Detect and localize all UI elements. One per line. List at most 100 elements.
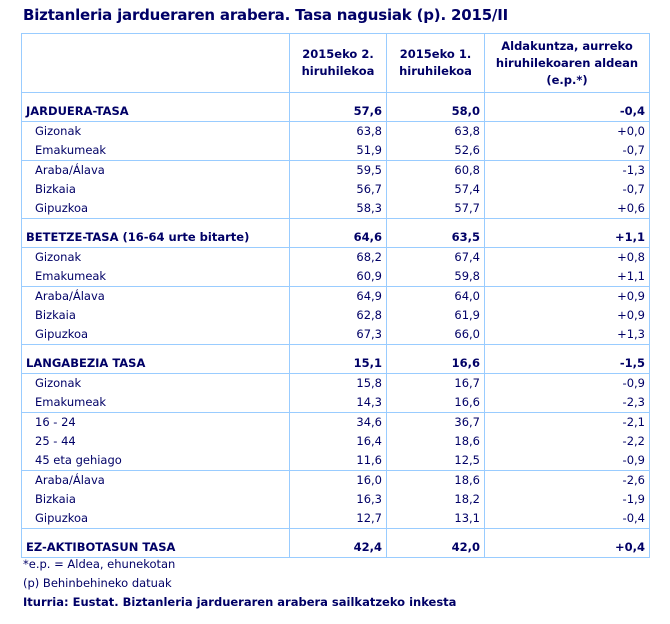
table-row: Gizonak 68,2 67,4 +0,8	[21, 247, 650, 267]
page-title: Biztanleria jardueraren arabera. Tasa na…	[23, 6, 508, 24]
row-label: 45 eta gehiago	[21, 451, 290, 471]
value-q1: 16,6	[386, 393, 485, 413]
value-q1: 60,8	[386, 160, 485, 180]
value-change: -0,4	[484, 102, 650, 122]
row-label: Emakumeak	[21, 267, 290, 287]
value-q1	[386, 92, 485, 102]
row-label: 16 - 24	[21, 412, 290, 432]
value-change: -2,1	[484, 412, 650, 432]
value-change: +1,3	[484, 325, 650, 345]
row-label: Gizonak	[21, 373, 290, 393]
table-row: Araba/Álava 59,5 60,8 -1,3	[21, 160, 650, 180]
row-label: BETETZE-TASA (16-64 urte bitarte)	[21, 228, 290, 248]
row-label: Araba/Álava	[21, 470, 290, 490]
section-row: BETETZE-TASA (16-64 urte bitarte) 64,6 63,…	[21, 228, 650, 248]
value-q1: 36,7	[386, 412, 485, 432]
row-label: LANGABEZIA TASA	[21, 354, 290, 374]
footnote: (p) Behinbehineko datuak	[23, 576, 172, 590]
value-change: +0,0	[484, 121, 650, 141]
value-q1: 59,8	[386, 267, 485, 287]
row-label: Bizkaia	[21, 490, 290, 509]
table-row: Bizkaia 56,7 57,4 -0,7	[21, 180, 650, 199]
value-change	[484, 528, 650, 538]
table-row: Bizkaia 16,3 18,2 -1,9	[21, 490, 650, 509]
table-row: Bizkaia 62,8 61,9 +0,9	[21, 306, 650, 325]
value-q2: 16,4	[289, 432, 387, 451]
value-q1: 63,5	[386, 228, 485, 248]
value-q1: 63,8	[386, 121, 485, 141]
value-q2: 64,6	[289, 228, 387, 248]
value-q1: 16,6	[386, 354, 485, 374]
value-q1: 64,0	[386, 286, 485, 306]
row-label: JARDUERA-TASA	[21, 102, 290, 122]
table-row: Gizonak 15,8 16,7 -0,9	[21, 373, 650, 393]
value-change: -1,5	[484, 354, 650, 374]
value-q2: 15,1	[289, 354, 387, 374]
value-change	[484, 344, 650, 354]
value-change	[484, 92, 650, 102]
value-q1	[386, 528, 485, 538]
footnote: *e.p. = Aldea, ehunekotan	[23, 557, 176, 571]
value-q1: 66,0	[386, 325, 485, 345]
row-label	[21, 218, 290, 228]
section-spacer	[21, 528, 650, 538]
row-label: Bizkaia	[21, 180, 290, 199]
table-row: Emakumeak 60,9 59,8 +1,1	[21, 267, 650, 287]
value-change: -1,3	[484, 160, 650, 180]
column-header-label	[21, 33, 290, 93]
value-change: -0,4	[484, 509, 650, 529]
value-change: -2,2	[484, 432, 650, 451]
value-q1: 42,0	[386, 538, 485, 558]
value-change: +0,4	[484, 538, 650, 558]
row-label: Gizonak	[21, 121, 290, 141]
value-q1: 52,6	[386, 141, 485, 161]
value-q1: 13,1	[386, 509, 485, 529]
value-q2: 62,8	[289, 306, 387, 325]
row-label: Gipuzkoa	[21, 509, 290, 529]
table-row: 45 eta gehiago 11,6 12,5 -0,9	[21, 451, 650, 471]
value-q2: 11,6	[289, 451, 387, 471]
row-label: Bizkaia	[21, 306, 290, 325]
table-row: 16 - 24 34,6 36,7 -2,1	[21, 412, 650, 432]
value-q1: 67,4	[386, 247, 485, 267]
value-q1: 61,9	[386, 306, 485, 325]
value-q2	[289, 344, 387, 354]
value-q2: 59,5	[289, 160, 387, 180]
value-change: +0,8	[484, 247, 650, 267]
section-spacer	[21, 218, 650, 228]
value-change: +0,9	[484, 306, 650, 325]
row-label: Emakumeak	[21, 141, 290, 161]
section-spacer	[21, 92, 650, 102]
value-change: -2,3	[484, 393, 650, 413]
value-change: -0,7	[484, 141, 650, 161]
value-q2: 42,4	[289, 538, 387, 558]
value-q2	[289, 92, 387, 102]
section-row: JARDUERA-TASA 57,6 58,0 -0,4	[21, 102, 650, 122]
column-header-q2: 2015eko 2. hiruhilekoa	[289, 33, 387, 93]
row-label: Gipuzkoa	[21, 325, 290, 345]
table-row: Araba/Álava 64,9 64,0 +0,9	[21, 286, 650, 306]
value-q2: 68,2	[289, 247, 387, 267]
value-q2: 16,0	[289, 470, 387, 490]
value-q2: 64,9	[289, 286, 387, 306]
value-q1: 18,6	[386, 432, 485, 451]
header-row: 2015eko 2. hiruhilekoa 2015eko 1. hiruhi…	[21, 33, 650, 93]
table-row: Emakumeak 51,9 52,6 -0,7	[21, 141, 650, 161]
table-row: 25 - 44 16,4 18,6 -2,2	[21, 432, 650, 451]
table-row: Araba/Álava 16,0 18,6 -2,6	[21, 470, 650, 490]
value-q2: 57,6	[289, 102, 387, 122]
value-change: +0,9	[484, 286, 650, 306]
value-q1	[386, 344, 485, 354]
data-table: 2015eko 2. hiruhilekoa 2015eko 1. hiruhi…	[21, 33, 650, 558]
value-q2: 12,7	[289, 509, 387, 529]
row-label: Emakumeak	[21, 393, 290, 413]
value-change: -0,7	[484, 180, 650, 199]
value-q2: 16,3	[289, 490, 387, 509]
value-q1: 18,2	[386, 490, 485, 509]
value-q2: 58,3	[289, 199, 387, 219]
value-change	[484, 218, 650, 228]
value-q2: 14,3	[289, 393, 387, 413]
value-q1: 16,7	[386, 373, 485, 393]
value-q2	[289, 528, 387, 538]
source-note: Iturria: Eustat. Biztanleria jardueraren…	[23, 595, 457, 609]
